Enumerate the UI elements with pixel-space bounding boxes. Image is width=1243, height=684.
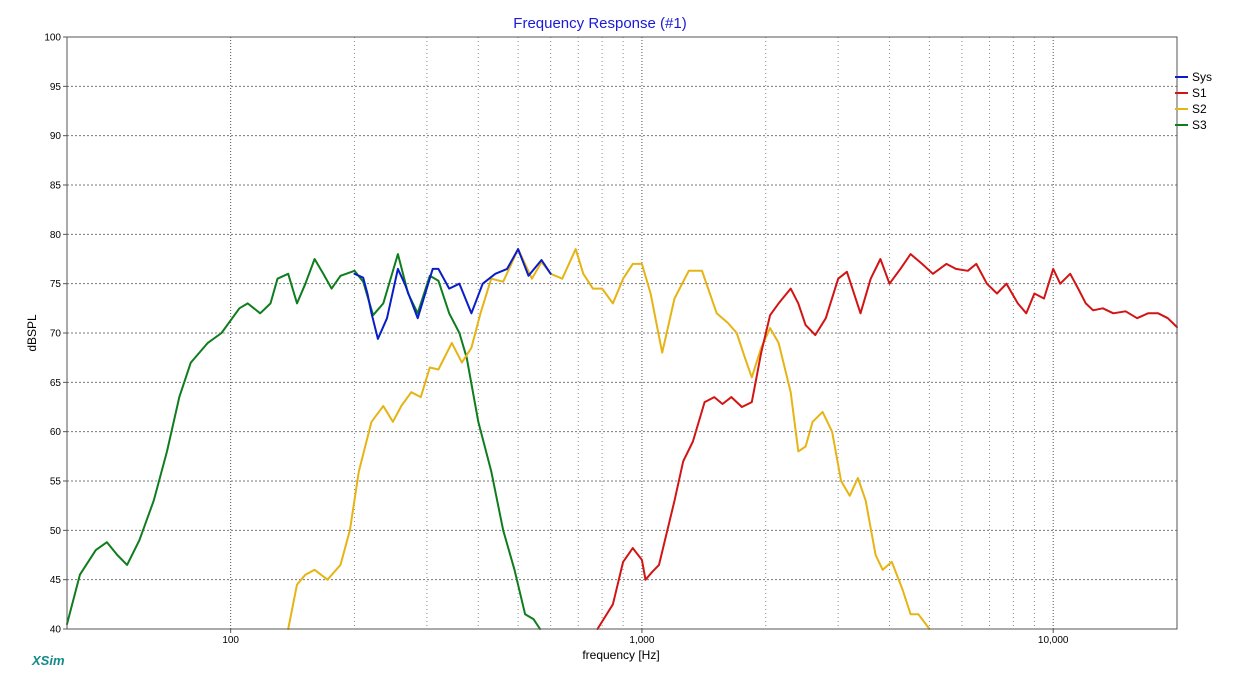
y-tick-label: 75 — [50, 279, 62, 290]
chart-title: Frequency Response (#1) — [513, 15, 686, 32]
xsim-brand-label: XSim — [31, 653, 65, 668]
y-axis-label: dBSPL — [25, 314, 39, 352]
y-tick-label: 90 — [50, 131, 62, 142]
y-tick-label: 80 — [50, 230, 62, 241]
x-tick-label: 100 — [222, 635, 239, 646]
y-tick-label: 40 — [50, 625, 62, 636]
y-tick-label: 85 — [50, 181, 62, 192]
x-axis-label: frequency [Hz] — [582, 648, 659, 662]
y-tick-label: 60 — [50, 427, 62, 438]
y-axis-ticks: 40 45 50 55 60 65 70 75 80 85 90 95 100 — [44, 33, 67, 636]
y-tick-label: 70 — [50, 329, 62, 340]
series-line-s3 — [66, 253, 541, 630]
y-tick-label: 65 — [50, 378, 62, 389]
y-tick-label: 95 — [50, 82, 62, 93]
legend: Sys S1 S2 S3 — [1175, 70, 1212, 132]
x-tick-label: 10,000 — [1038, 635, 1069, 646]
y-tick-label: 100 — [44, 33, 61, 44]
series-layer — [66, 248, 1178, 630]
legend-label-s3: S3 — [1192, 118, 1207, 132]
series-line-sys — [353, 248, 552, 340]
y-tick-label: 55 — [50, 477, 62, 488]
x-tick-label: 1,000 — [629, 635, 654, 646]
legend-label-s2: S2 — [1192, 102, 1207, 116]
series-line-s1 — [596, 253, 1178, 630]
legend-label-sys: Sys — [1192, 70, 1212, 84]
series-line-s2 — [287, 248, 931, 630]
y-tick-label: 45 — [50, 575, 62, 586]
y-tick-label: 50 — [50, 526, 62, 537]
x-axis-ticks: 100 1,000 10,000 — [222, 629, 1069, 646]
legend-label-s1: S1 — [1192, 86, 1207, 100]
